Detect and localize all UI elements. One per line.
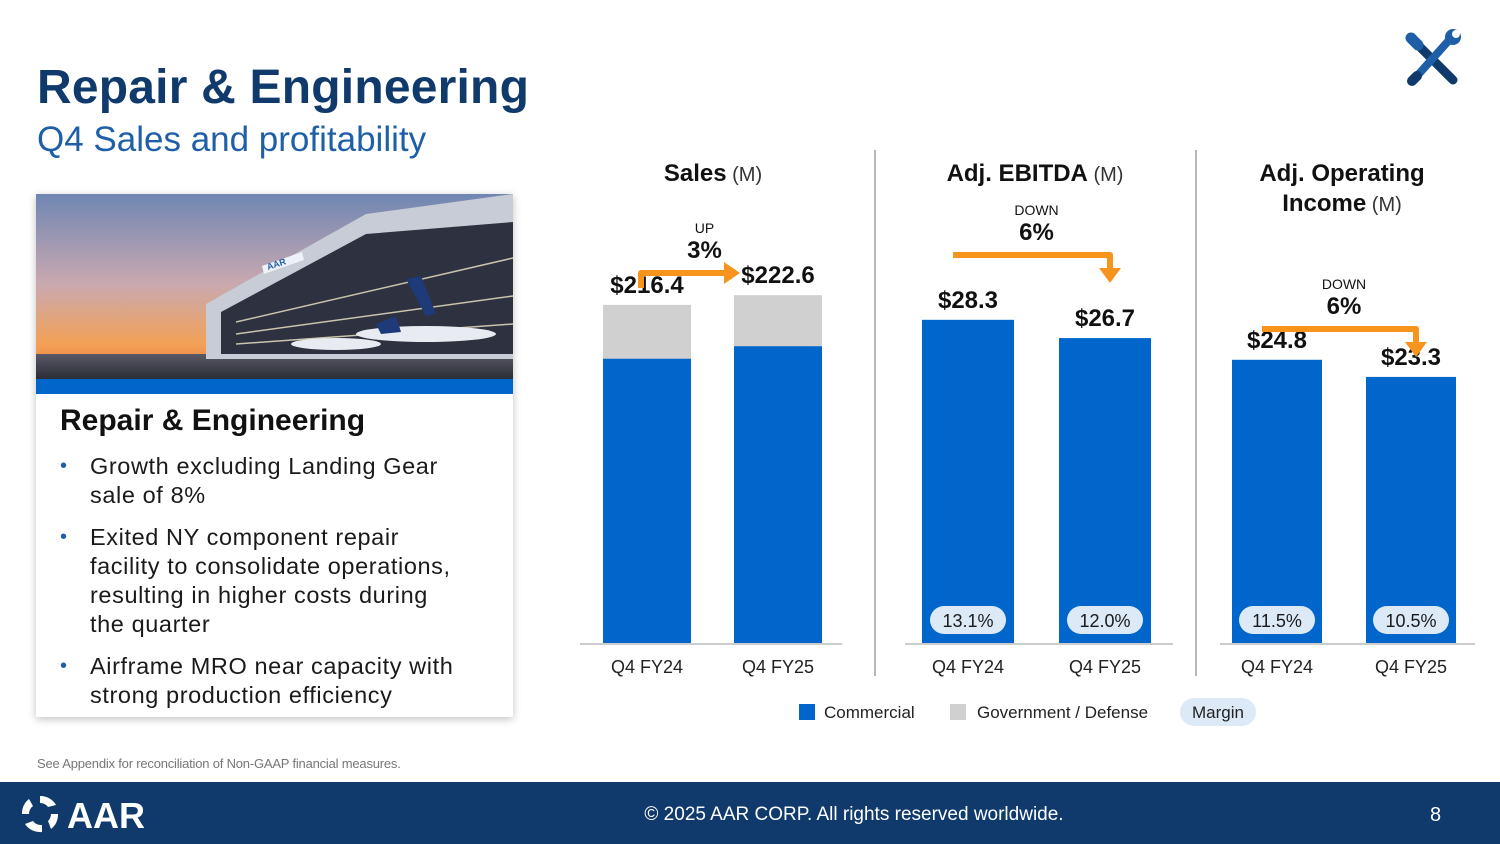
page-title: Repair & Engineering bbox=[37, 61, 530, 114]
margin-badge bbox=[1239, 606, 1315, 634]
x-tick-label: Q4 FY25 bbox=[1069, 657, 1141, 677]
aar-logo: AAR bbox=[21, 795, 145, 836]
margin-badge bbox=[930, 606, 1006, 634]
bullet-icon: • bbox=[60, 655, 68, 677]
chart-title: Sales (M) bbox=[664, 160, 762, 187]
bar bbox=[1232, 359, 1322, 643]
bullet-line: Growth excluding Landing Gear bbox=[90, 453, 438, 479]
x-tick-label: Q4 FY24 bbox=[932, 657, 1004, 677]
bullet-item: • Airframe MRO near capacity with strong p… bbox=[60, 652, 500, 710]
aar-logo-text: AAR bbox=[67, 795, 145, 836]
segment-card: AAR Repair & Engineering • Growth excludi… bbox=[36, 194, 513, 717]
page-number: 8 bbox=[1430, 804, 1442, 826]
copyright-text: © 2025 AAR CORP. All rights reserved wor… bbox=[644, 804, 1064, 825]
change-arrow-head bbox=[1099, 268, 1121, 283]
change-arrow bbox=[1262, 326, 1419, 343]
value-label: $222.6 bbox=[741, 262, 814, 289]
change-direction: DOWN bbox=[1322, 276, 1366, 292]
change-pct: 6% bbox=[1327, 293, 1362, 320]
hangar-photo: AAR bbox=[36, 194, 513, 394]
x-tick-label: Q4 FY25 bbox=[1375, 657, 1447, 677]
bullet-line: Airframe MRO near capacity with bbox=[90, 653, 454, 679]
chart-title: Adj. EBITDA (M) bbox=[947, 160, 1124, 187]
bullet-line: facility to consolidate operations, bbox=[90, 553, 451, 579]
bar-government-defense bbox=[603, 304, 691, 359]
value-label: $216.4 bbox=[610, 272, 684, 299]
legend-commercial-swatch bbox=[799, 704, 815, 720]
bullet-icon: • bbox=[60, 455, 68, 477]
aar-logo-mark-icon bbox=[21, 795, 59, 833]
bullet-icon: • bbox=[60, 526, 68, 548]
change-direction: DOWN bbox=[1014, 202, 1058, 218]
bullet-item: • Exited NY component repair facility to c… bbox=[60, 523, 500, 639]
x-tick-label: Q4 FY25 bbox=[742, 657, 814, 677]
legend-government-defense-label: Government / Defense bbox=[977, 703, 1148, 722]
bar bbox=[1366, 376, 1456, 643]
value-label: $28.3 bbox=[938, 287, 998, 314]
footer-bar: AAR © 2025 AAR CORP. All rights reserved… bbox=[0, 782, 1500, 844]
bullet-item: • Growth excluding Landing Gear sale of 8% bbox=[60, 452, 500, 510]
change-pct: 3% bbox=[687, 237, 722, 264]
margin-label: 12.0% bbox=[1079, 611, 1130, 631]
card-title: Repair & Engineering bbox=[60, 404, 366, 437]
value-label: $26.7 bbox=[1075, 305, 1135, 332]
bar-charts: Sales (M) $216.4 Q4 FY24 $222.6 Q4 FY25 UP3% A… bbox=[580, 150, 1475, 726]
bar bbox=[1059, 338, 1151, 643]
bullet-line: the quarter bbox=[90, 611, 211, 637]
legend-margin-label: Margin bbox=[1192, 703, 1244, 722]
margin-label: 11.5% bbox=[1252, 611, 1302, 631]
change-arrow bbox=[638, 270, 726, 288]
bullet-line: resulting in higher costs during bbox=[90, 582, 428, 608]
change-pct: 6% bbox=[1019, 219, 1054, 246]
x-tick-label: Q4 FY24 bbox=[611, 657, 683, 677]
change-direction: UP bbox=[695, 220, 714, 236]
x-tick-label: Q4 FY24 bbox=[1241, 657, 1313, 677]
change-arrow-head bbox=[1405, 342, 1427, 357]
bar-government-defense bbox=[734, 295, 822, 347]
bar-commercial bbox=[734, 346, 822, 643]
bar-commercial bbox=[603, 358, 691, 643]
charts-area: Sales (M) $216.4 Q4 FY24 $222.6 Q4 FY25 UP 3% A… bbox=[570, 140, 1490, 740]
page-subtitle: Q4 Sales and profitability bbox=[37, 120, 427, 159]
bar bbox=[922, 319, 1014, 643]
legend-government-defense-swatch bbox=[950, 704, 966, 720]
legend-margin-swatch bbox=[1180, 698, 1256, 726]
bullet-line: sale of 8% bbox=[90, 482, 206, 508]
change-arrow-head bbox=[724, 262, 740, 284]
chart-title: Income (M) bbox=[1282, 190, 1402, 217]
margin-label: 10.5% bbox=[1385, 611, 1436, 631]
bullet-list: • Growth excluding Landing Gear sale of 8%… bbox=[60, 452, 500, 723]
bullet-line: strong production efficiency bbox=[90, 682, 393, 708]
legend-commercial-label: Commercial bbox=[824, 703, 915, 722]
margin-label: 13.1% bbox=[942, 611, 993, 631]
wrench-screwdriver-icon bbox=[1405, 29, 1461, 86]
chart-title: Adj. Operating bbox=[1259, 160, 1424, 187]
margin-badge bbox=[1067, 606, 1143, 634]
change-arrow bbox=[953, 252, 1113, 269]
bullet-line: Exited NY component repair bbox=[90, 524, 400, 550]
footnote: See Appendix for reconciliation of Non-G… bbox=[37, 756, 401, 771]
margin-badge bbox=[1373, 606, 1449, 634]
